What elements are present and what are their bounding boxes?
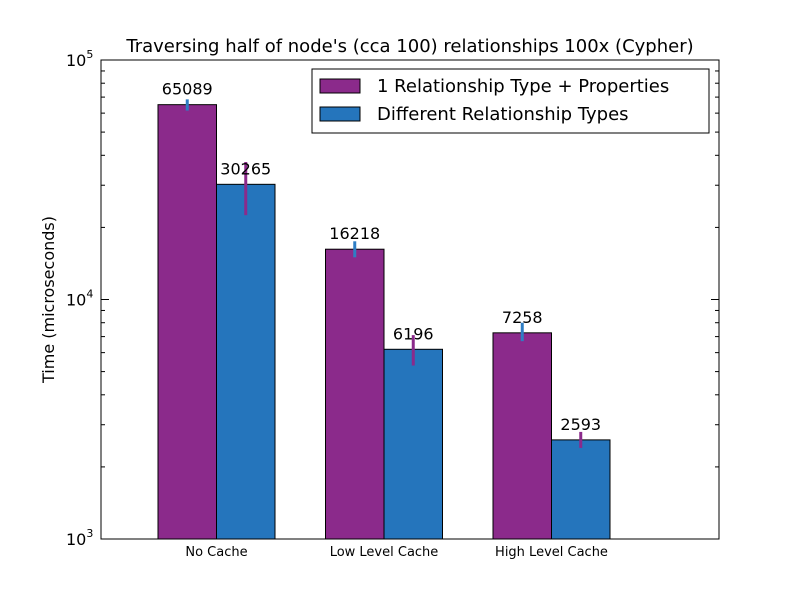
legend-label: Different Relationship Types bbox=[377, 104, 629, 125]
bar bbox=[551, 439, 611, 540]
bar bbox=[325, 248, 385, 540]
category-label: High Level Cache bbox=[495, 545, 608, 560]
data-label: 30265 bbox=[220, 159, 271, 178]
legend-swatch bbox=[319, 106, 361, 122]
bars-layer bbox=[157, 104, 611, 540]
legend-swatch bbox=[319, 78, 361, 94]
ticks-layer: 103 104 105 bbox=[66, 48, 719, 549]
y-tick-label: 105 bbox=[66, 48, 93, 70]
category-labels-layer: No Cache Low Level Cache High Level Cache bbox=[185, 545, 608, 560]
category-label: No Cache bbox=[185, 545, 247, 560]
bar bbox=[492, 332, 552, 540]
y-axis-label: Time (microseconds) bbox=[39, 216, 58, 384]
chart-title: Traversing half of node's (cca 100) rela… bbox=[125, 36, 693, 57]
bar bbox=[157, 104, 217, 540]
error-bars-layer bbox=[185, 99, 583, 448]
y-tick-label: 104 bbox=[66, 288, 93, 310]
y-tick-label: 103 bbox=[66, 527, 93, 549]
data-label: 2593 bbox=[560, 415, 601, 434]
data-label: 7258 bbox=[502, 308, 543, 327]
data-label: 65089 bbox=[162, 80, 213, 99]
data-label: 16218 bbox=[329, 224, 380, 243]
data-label: 6196 bbox=[393, 324, 434, 343]
legend-box bbox=[311, 68, 710, 134]
legend-label: 1 Relationship Type + Properties bbox=[377, 76, 669, 97]
legend: 1 Relationship Type + Properties Differen… bbox=[311, 68, 710, 134]
data-labels-layer: 65089 16218 7258 30265 6196 2593 bbox=[162, 80, 601, 434]
bar bbox=[216, 183, 276, 540]
category-label: Low Level Cache bbox=[330, 545, 439, 560]
bar bbox=[383, 348, 443, 540]
